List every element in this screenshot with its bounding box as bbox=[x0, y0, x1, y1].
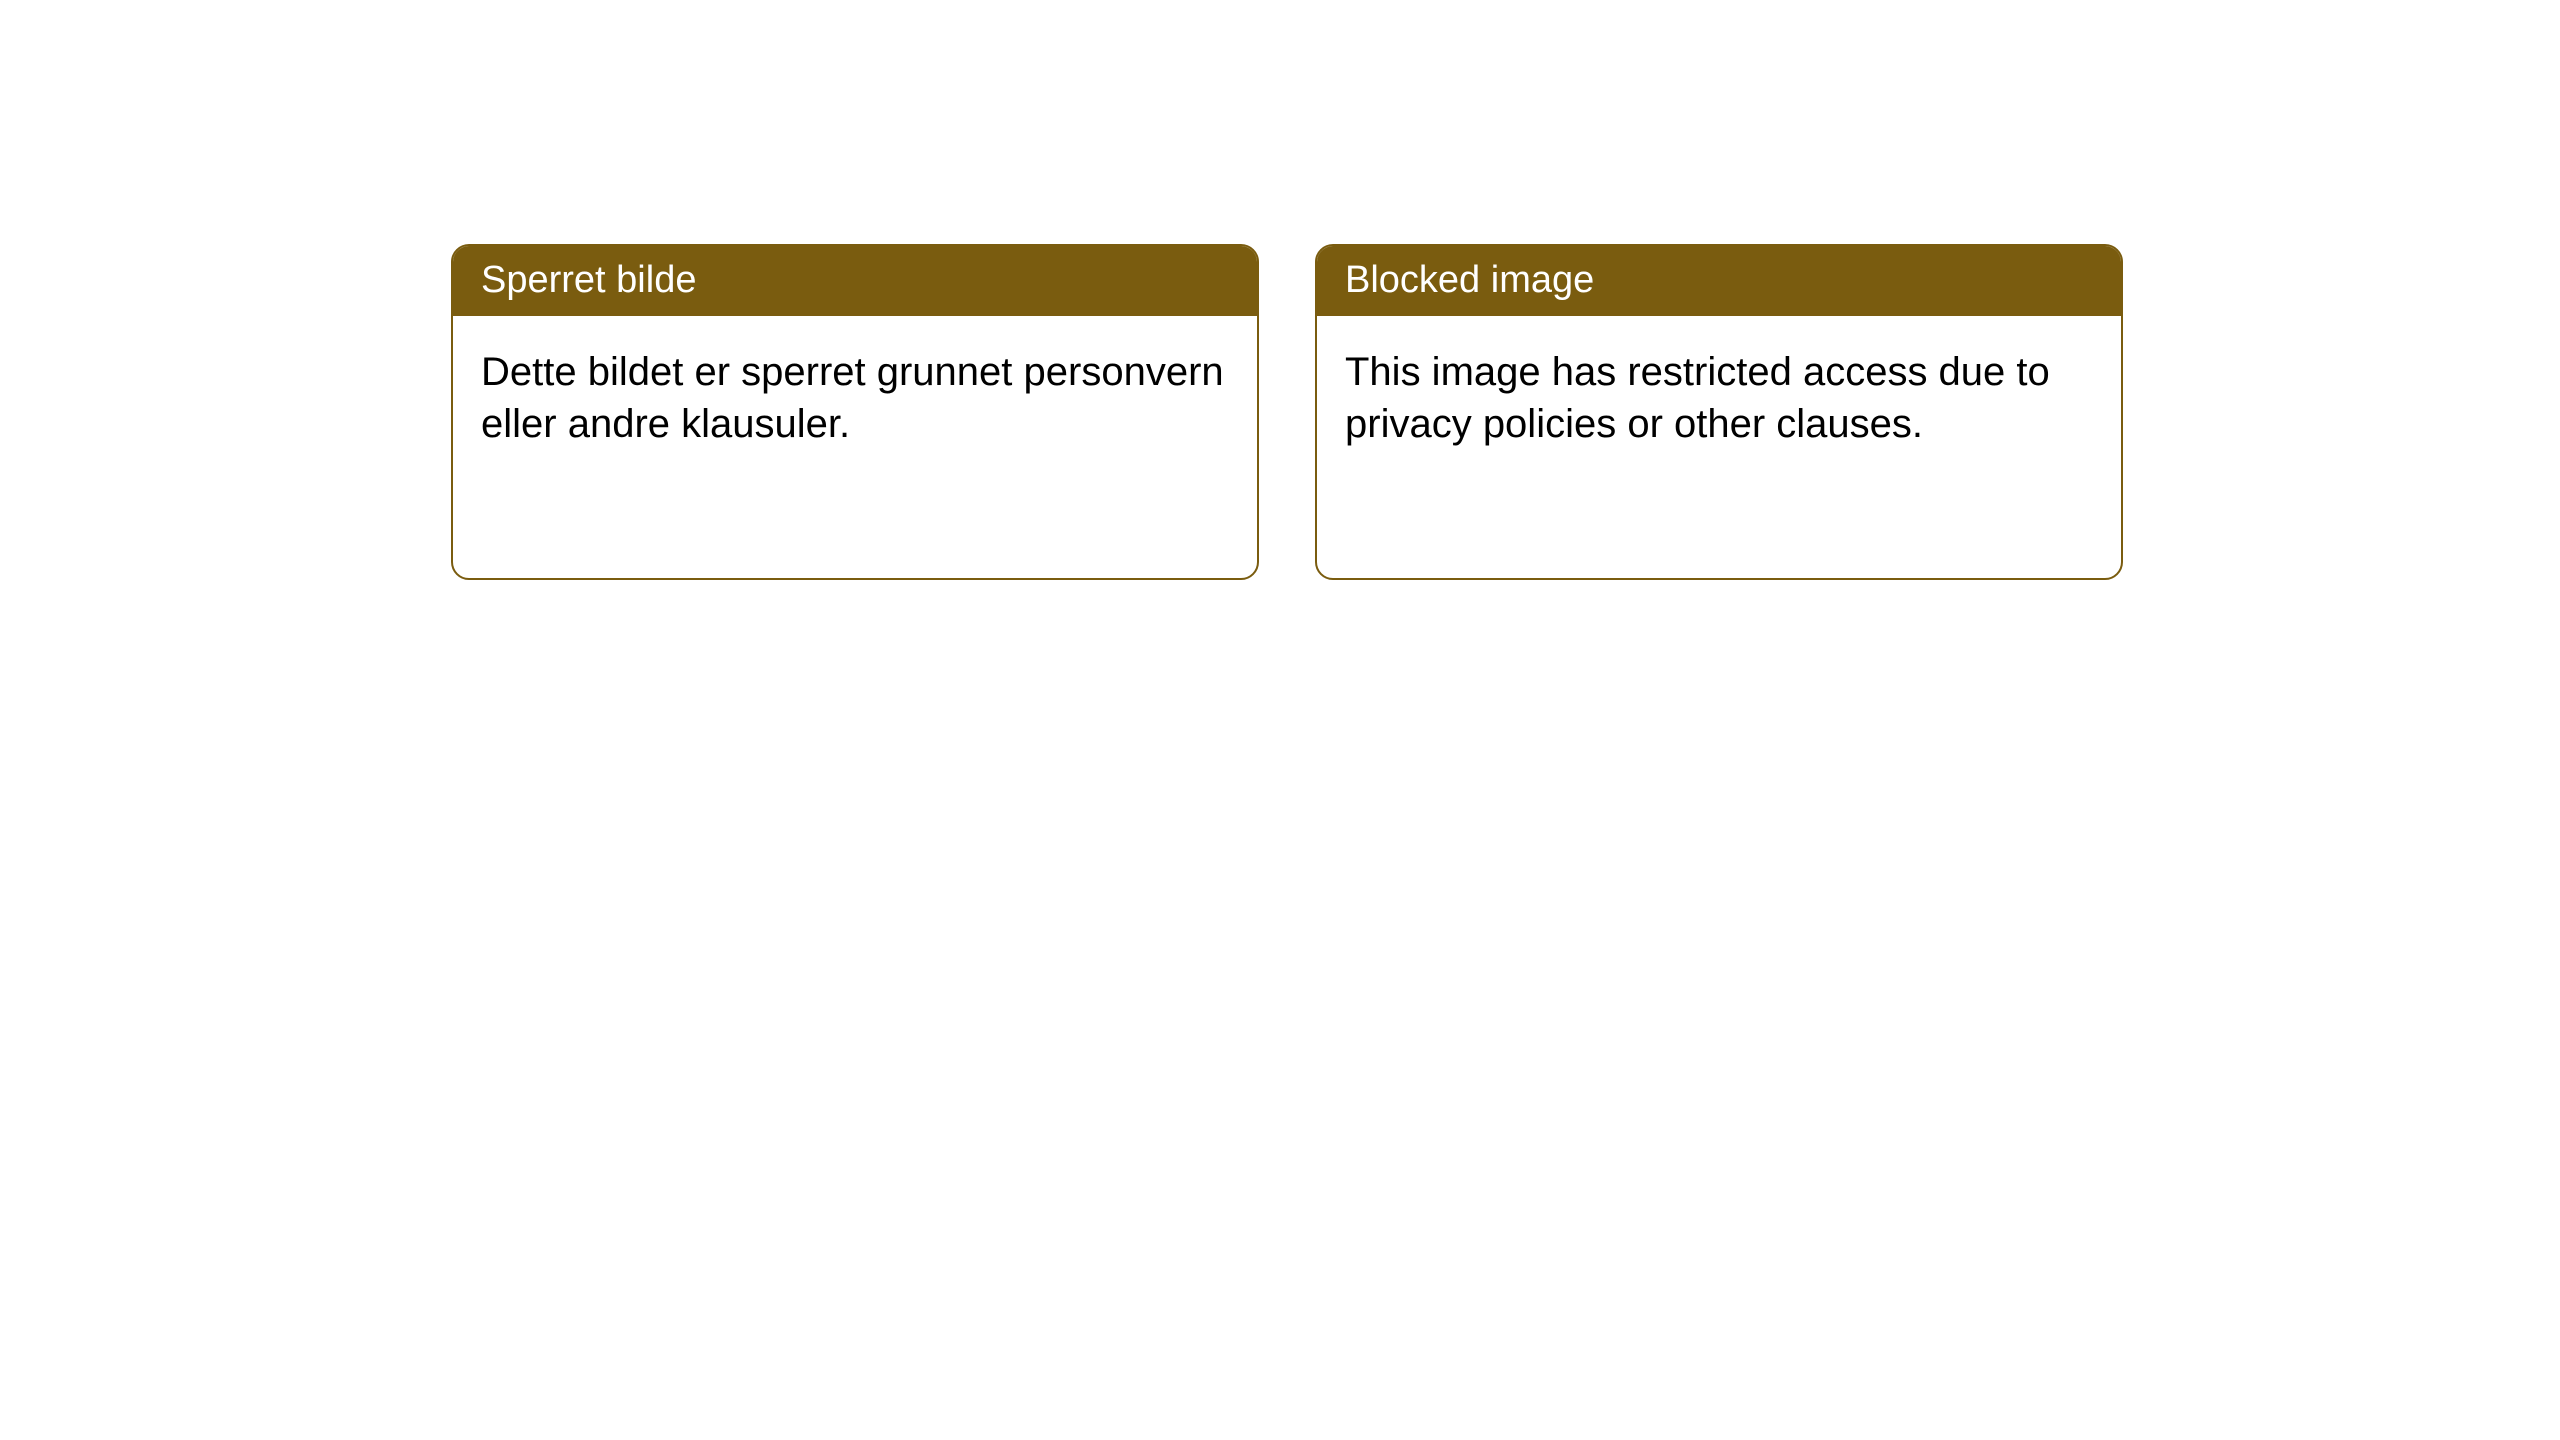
notice-header: Sperret bilde bbox=[453, 246, 1257, 316]
notice-container: Sperret bilde Dette bildet er sperret gr… bbox=[0, 0, 2560, 580]
notice-header: Blocked image bbox=[1317, 246, 2121, 316]
notice-body: This image has restricted access due to … bbox=[1317, 316, 2121, 480]
notice-body: Dette bildet er sperret grunnet personve… bbox=[453, 316, 1257, 480]
notice-card-english: Blocked image This image has restricted … bbox=[1315, 244, 2123, 580]
notice-card-norwegian: Sperret bilde Dette bildet er sperret gr… bbox=[451, 244, 1259, 580]
